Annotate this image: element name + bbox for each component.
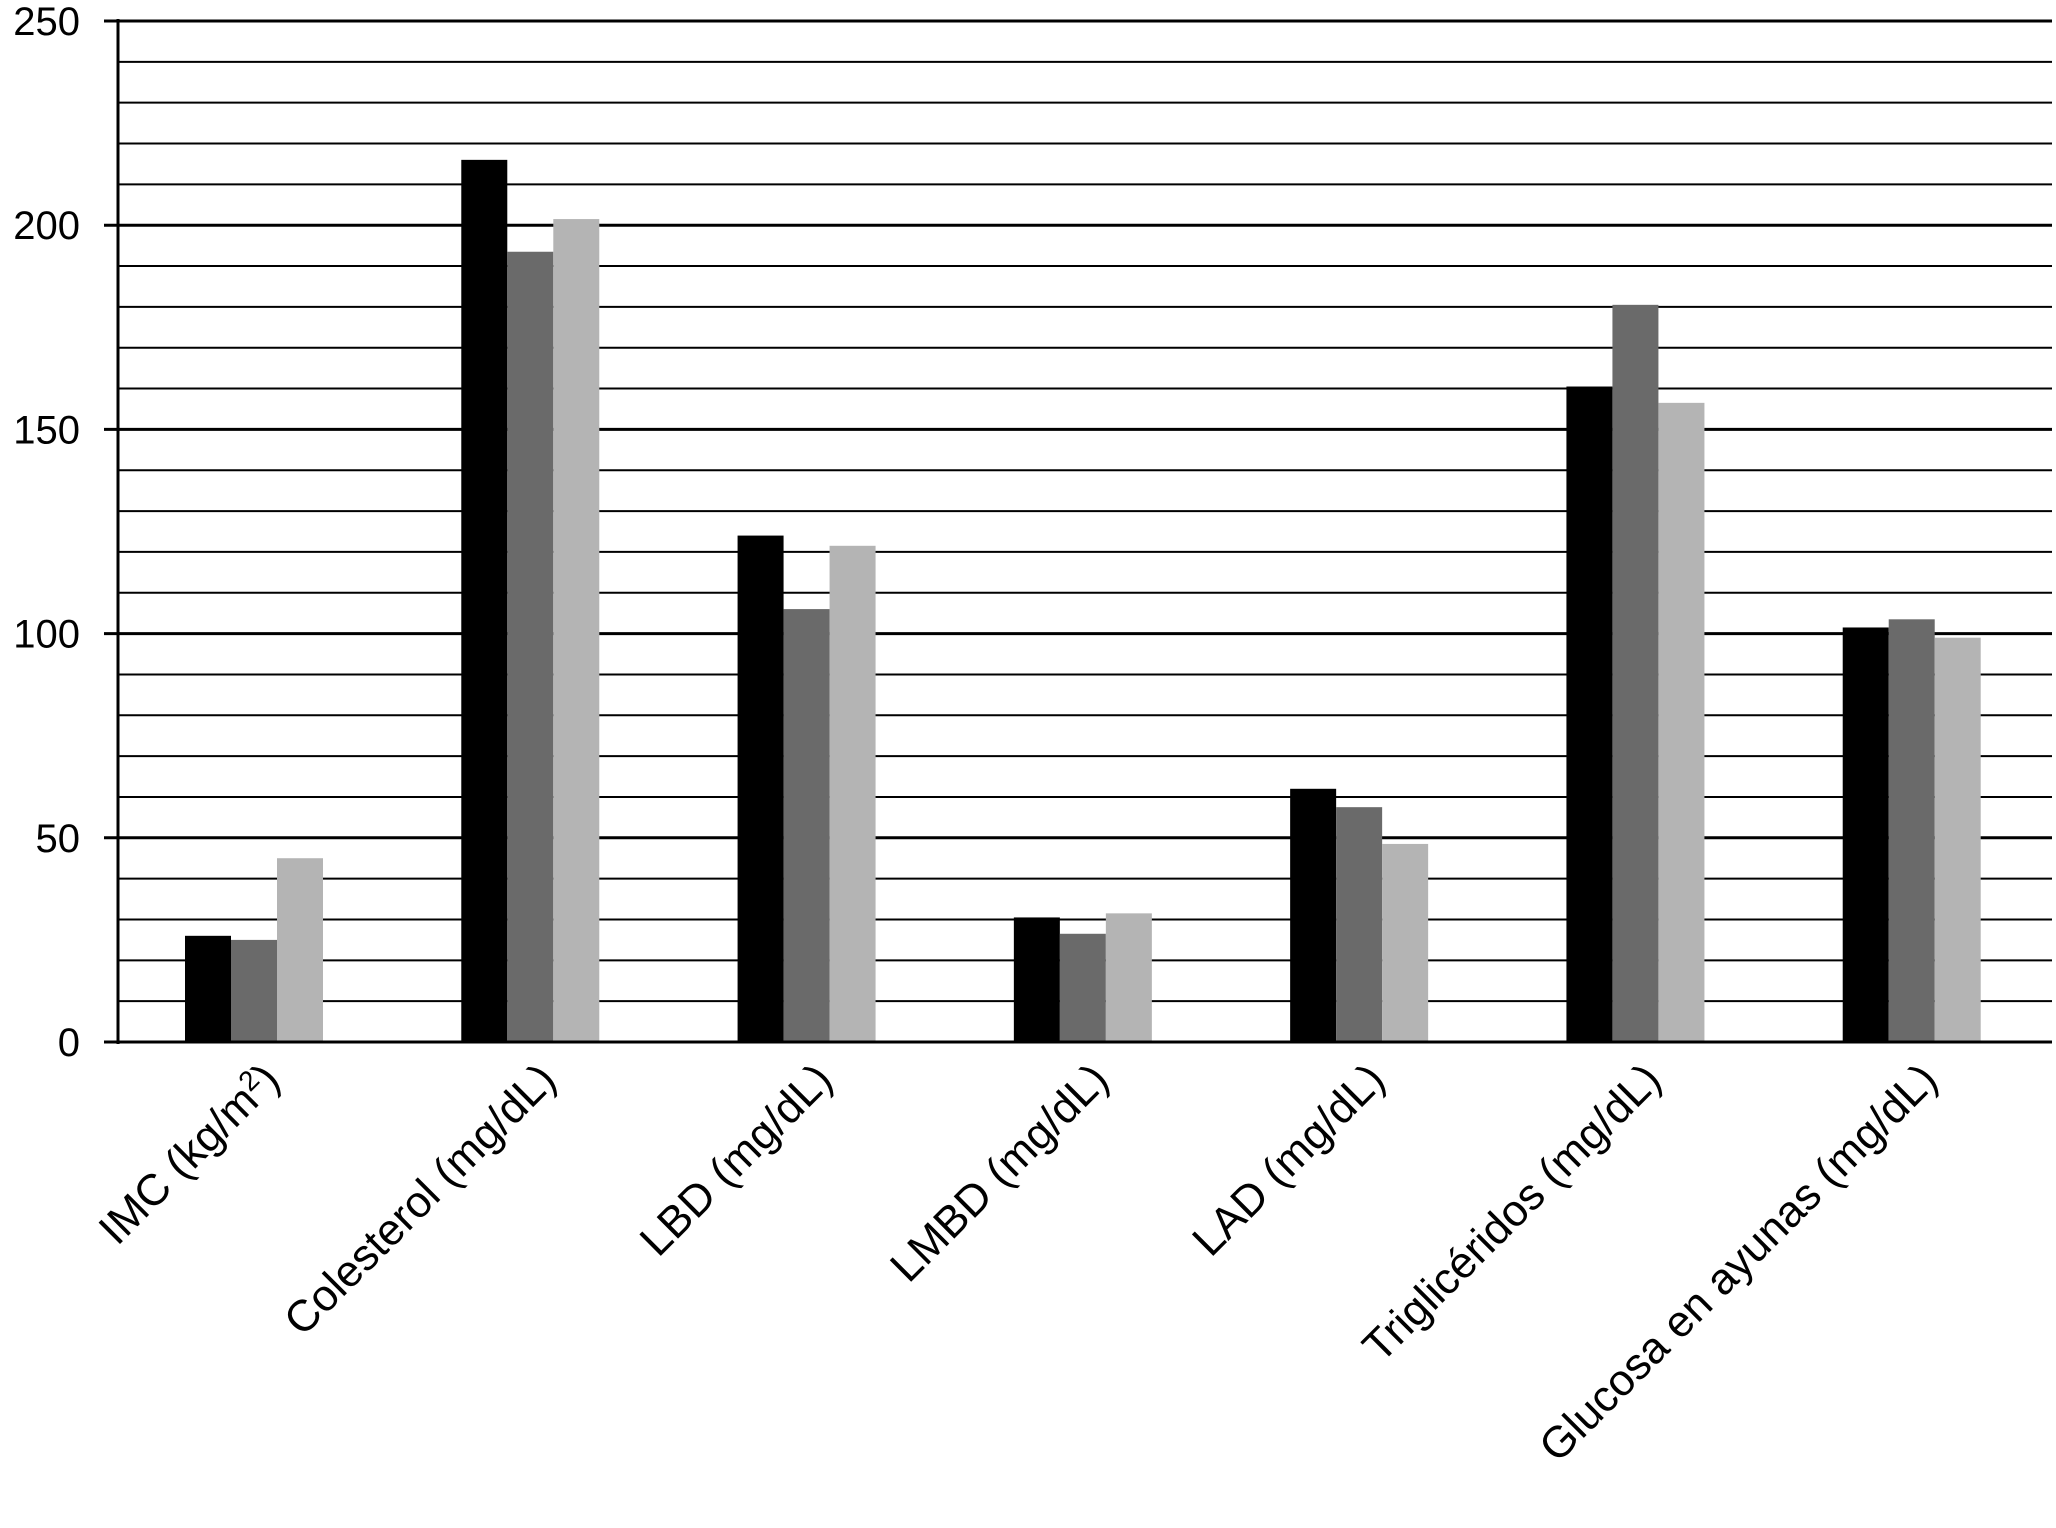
category-label: LMBD (mg/dL) [881, 1054, 1118, 1291]
bar [231, 939, 277, 1042]
y-tick-label: 150 [13, 408, 80, 452]
bar [1105, 913, 1152, 1042]
bar [1658, 402, 1705, 1042]
bar [507, 251, 554, 1043]
bar [461, 159, 508, 1042]
y-tick-label: 0 [58, 1021, 80, 1065]
y-tick-label: 50 [36, 817, 81, 861]
y-tick-label: 250 [13, 0, 80, 44]
bar [1888, 619, 1935, 1042]
category-label: Colesterol (mg/dL) [275, 1054, 566, 1345]
bar [1612, 304, 1659, 1042]
category-label: IMC (kg/m2) [89, 1053, 290, 1254]
category-label: LBD (mg/dL) [631, 1054, 842, 1265]
grid-lines [104, 19, 2052, 1003]
category-label: Triglicéridos (mg/dL) [1353, 1054, 1670, 1371]
bar [829, 545, 876, 1042]
bar [1382, 843, 1429, 1042]
bars [185, 159, 1981, 1043]
bar [185, 935, 231, 1042]
bar [553, 219, 600, 1043]
bar [277, 858, 323, 1042]
bar [737, 535, 784, 1042]
y-tick-label: 100 [13, 613, 80, 657]
bar [1934, 637, 1981, 1042]
bar [1290, 788, 1337, 1042]
y-tick-label: 200 [13, 204, 80, 248]
bar [1842, 627, 1889, 1042]
bar [783, 609, 830, 1042]
bar [1059, 933, 1106, 1042]
axes [104, 19, 2052, 1044]
category-label: LAD (mg/dL) [1183, 1054, 1394, 1265]
bar [1566, 386, 1613, 1042]
bar [1013, 917, 1060, 1042]
bar [1336, 807, 1383, 1042]
